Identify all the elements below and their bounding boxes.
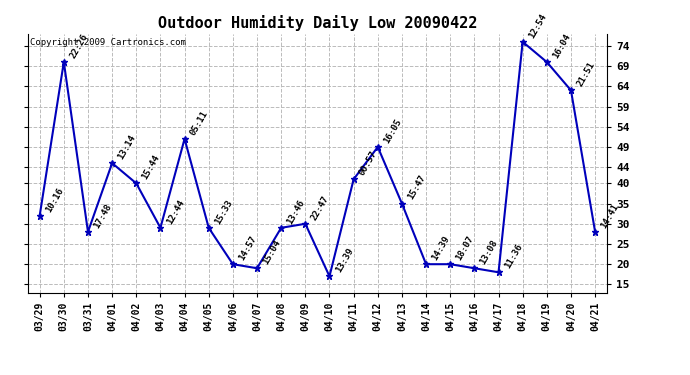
Text: 10:16: 10:16 [44, 186, 65, 213]
Text: 13:08: 13:08 [479, 238, 500, 266]
Text: 13:46: 13:46 [286, 198, 306, 226]
Text: 18:07: 18:07 [455, 234, 475, 262]
Text: 22:47: 22:47 [310, 194, 331, 222]
Text: 15:04: 15:04 [262, 238, 282, 266]
Text: 11:36: 11:36 [503, 242, 524, 270]
Text: 13:14: 13:14 [117, 133, 137, 161]
Text: 00:57: 00:57 [358, 149, 379, 177]
Text: 21:51: 21:51 [575, 60, 596, 88]
Text: 13:39: 13:39 [334, 246, 355, 274]
Text: 15:44: 15:44 [141, 153, 161, 181]
Text: 05:11: 05:11 [189, 109, 210, 137]
Text: 14:39: 14:39 [431, 234, 451, 262]
Text: 16:05: 16:05 [382, 117, 403, 145]
Text: Copyright 2009 Cartronics.com: Copyright 2009 Cartronics.com [30, 38, 186, 46]
Text: 22:26: 22:26 [68, 32, 89, 60]
Text: 12:54: 12:54 [527, 12, 548, 40]
Text: 14:57: 14:57 [237, 234, 258, 262]
Text: 15:47: 15:47 [406, 174, 427, 201]
Text: 14:41: 14:41 [600, 202, 620, 230]
Text: 17:48: 17:48 [92, 202, 113, 230]
Title: Outdoor Humidity Daily Low 20090422: Outdoor Humidity Daily Low 20090422 [158, 15, 477, 31]
Text: 12:44: 12:44 [165, 198, 186, 226]
Text: 16:04: 16:04 [551, 32, 572, 60]
Text: 15:33: 15:33 [213, 198, 234, 226]
